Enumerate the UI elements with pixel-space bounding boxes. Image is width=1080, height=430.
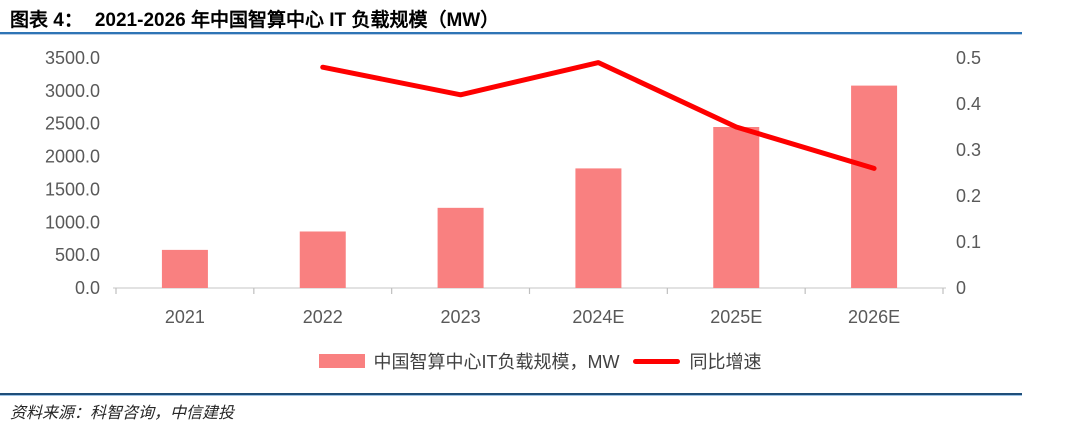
x-axis-label: 2026E: [848, 307, 900, 327]
growth-line: [320, 60, 877, 171]
left-axis-tick: 1500.0: [45, 179, 100, 199]
right-axis-tick: 0: [956, 278, 966, 298]
figure-label: 图表 4：: [10, 10, 83, 31]
right-axis-tick: 0.5: [956, 48, 981, 68]
x-axis-label: 2022: [303, 307, 343, 327]
legend-line-swatch-icon: [633, 358, 681, 364]
bar-2023: [437, 207, 484, 288]
page-title: 2021-2026 年中国智算中心 IT 负载规模（MW）: [94, 10, 500, 31]
left-axis-tick: 3500.0: [45, 48, 100, 68]
source-text: 资料来源：科智咨询，中信建投: [10, 405, 235, 422]
bar-2024E: [575, 168, 622, 288]
x-axis-label: 2025E: [710, 307, 762, 327]
right-axis-tick: 0.3: [956, 140, 981, 160]
left-axis-tick: 2000.0: [45, 147, 100, 167]
x-axis-label: 2023: [441, 307, 481, 327]
bar-2022: [299, 231, 346, 288]
legend-bar-label: 中国智算中心IT负载规模，MW: [373, 352, 620, 372]
bar-2025E: [713, 127, 760, 288]
x-axis-label: 2021: [165, 307, 205, 327]
figure-header: 图表 4： 2021-2026 年中国智算中心 IT 负载规模（MW）: [10, 5, 1070, 32]
right-axis-tick: 0.4: [956, 94, 981, 114]
right-axis-tick: 0.1: [956, 232, 981, 252]
chart-svg: 3500.0 3000.0 2500.0 2000.0 1500.0 1000.0 500.…: [45, 48, 981, 327]
footer-rule: [0, 393, 1022, 395]
chart-legend: 中国智算中心IT负载规模，MW 同比增速: [0, 348, 1080, 374]
legend-line-label: 同比增速: [689, 352, 762, 372]
left-axis-tick: 3000.0: [45, 81, 100, 101]
bar-2021: [161, 249, 208, 288]
left-axis-tick: 500.0: [55, 245, 100, 265]
left-axis-tick: 0.0: [75, 278, 100, 298]
left-axis-tick: 1000.0: [45, 212, 100, 232]
left-axis-tick: 2500.0: [45, 114, 100, 134]
legend-bar-swatch-icon: [318, 354, 365, 368]
title-underline: [0, 32, 1022, 34]
x-axis-label: 2024E: [572, 307, 624, 327]
bar-2026E: [851, 85, 898, 288]
right-axis-tick: 0.2: [956, 186, 981, 206]
